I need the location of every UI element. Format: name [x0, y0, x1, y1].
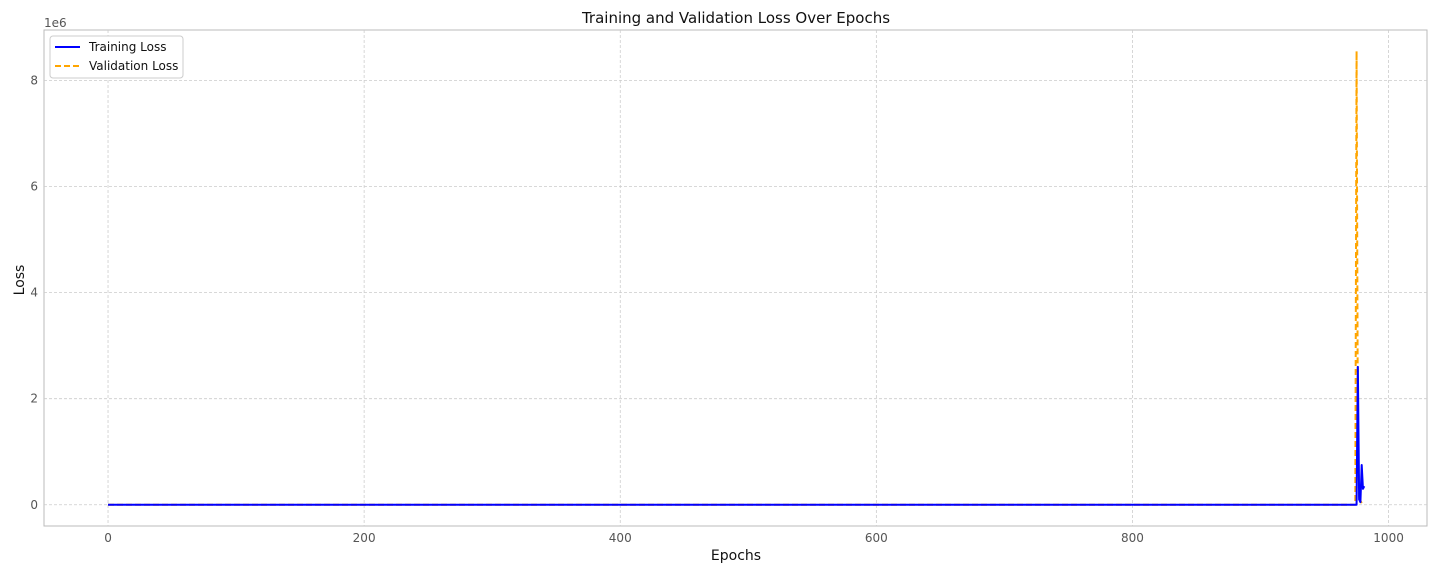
- x-tick-label: 400: [609, 531, 632, 545]
- legend-label-training-loss: Training Loss: [88, 40, 166, 54]
- chart-title: Training and Validation Loss Over Epochs: [581, 9, 890, 27]
- series-line-training-loss: [108, 365, 1366, 506]
- x-tick-label: 800: [1121, 531, 1144, 545]
- grid-x: [107, 30, 1389, 526]
- y-axis-label: Loss: [12, 265, 28, 296]
- y-tick-label: 4: [30, 286, 38, 300]
- plot-area: [43, 29, 1428, 527]
- y-tick-label: 0: [30, 498, 38, 512]
- legend: Training Loss Validation Loss: [49, 35, 184, 79]
- series-layer: [108, 50, 1366, 506]
- x-tick-label: 0: [104, 531, 112, 545]
- y-tick-label: 6: [30, 179, 38, 193]
- legend-label-validation-loss: Validation Loss: [89, 59, 178, 73]
- legend-box: [49, 35, 184, 79]
- x-tick-labels: 0 200 400 600 800 1000: [104, 531, 1404, 545]
- y-tick-label: 2: [30, 392, 38, 406]
- x-tick-label: 1000: [1373, 531, 1404, 545]
- x-tick-label: 600: [865, 531, 888, 545]
- y-tick-labels: 0 2 4 6 8: [30, 73, 38, 511]
- x-axis-label: Epochs: [711, 548, 761, 564]
- y-offset-label: 1e6: [44, 16, 67, 30]
- y-tick-label: 8: [30, 73, 38, 87]
- x-tick-label: 200: [353, 531, 376, 545]
